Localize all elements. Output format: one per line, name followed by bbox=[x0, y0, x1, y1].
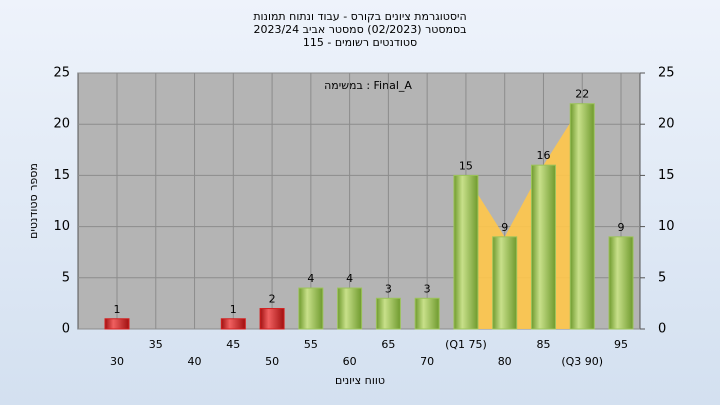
chart-title: היסטוגרמת ציונים בקורס - עבוד ונתוח תמונ… bbox=[253, 10, 466, 23]
bar bbox=[530, 164, 556, 330]
x-tick-label: 50 bbox=[265, 355, 279, 368]
bar bbox=[259, 308, 285, 330]
bar bbox=[492, 236, 518, 330]
y-tick-label: 25 bbox=[53, 66, 70, 81]
annotation: במשימה : Final_A bbox=[324, 79, 412, 92]
chart-subtitle: בסמסטר (02/2023) סמסטר אביב 2023/24 bbox=[253, 23, 466, 36]
x-tick-label: 45 bbox=[226, 338, 240, 351]
chart-subtitle: סטודנטים רשומים - 115 bbox=[303, 36, 417, 49]
value-label: 3 bbox=[424, 282, 431, 295]
x-tick-label: (Q3 90) bbox=[561, 355, 603, 368]
value-label: 1 bbox=[230, 303, 237, 316]
y-tick-label: 20 bbox=[53, 117, 70, 132]
y2-tick-label: 0 bbox=[658, 322, 666, 337]
bar bbox=[104, 318, 130, 330]
value-label: 4 bbox=[307, 272, 314, 285]
bar bbox=[337, 287, 363, 330]
bar bbox=[453, 174, 479, 330]
value-label: 16 bbox=[536, 149, 550, 162]
x-tick-label: 30 bbox=[110, 355, 124, 368]
value-label: 15 bbox=[459, 159, 473, 172]
y2-tick-label: 20 bbox=[658, 117, 675, 132]
value-label: 22 bbox=[575, 88, 589, 101]
bar bbox=[298, 287, 324, 330]
x-tick-label: 60 bbox=[343, 355, 357, 368]
x-tick-label: 80 bbox=[498, 355, 512, 368]
x-tick-label: (Q1 75) bbox=[445, 338, 487, 351]
y2-tick-label: 5 bbox=[658, 270, 666, 285]
x-tick-label: 55 bbox=[304, 338, 318, 351]
value-label: 9 bbox=[618, 221, 625, 234]
x-tick-label: 35 bbox=[149, 338, 163, 351]
bar bbox=[414, 297, 440, 330]
y-tick-label: 15 bbox=[53, 168, 70, 183]
y2-tick-label: 10 bbox=[658, 219, 675, 234]
x-tick-label: 65 bbox=[381, 338, 395, 351]
value-label: 3 bbox=[385, 282, 392, 295]
y2-tick-label: 15 bbox=[658, 168, 675, 183]
bar bbox=[569, 103, 595, 330]
value-label: 2 bbox=[269, 293, 276, 306]
x-axis-label: טווח ציונים bbox=[335, 374, 385, 387]
x-tick-label: 95 bbox=[614, 338, 628, 351]
bar bbox=[220, 318, 246, 330]
x-tick-label: 85 bbox=[536, 338, 550, 351]
y2-tick-label: 25 bbox=[658, 66, 675, 81]
y-tick-label: 10 bbox=[53, 219, 70, 234]
bar bbox=[608, 236, 634, 330]
value-label: 9 bbox=[501, 221, 508, 234]
value-label: 1 bbox=[114, 303, 121, 316]
y-axis-label: מספר סטודנטים bbox=[27, 163, 40, 239]
y-tick-label: 5 bbox=[62, 270, 70, 285]
y-tick-label: 0 bbox=[62, 322, 70, 337]
x-tick-label: 40 bbox=[188, 355, 202, 368]
x-tick-label: 70 bbox=[420, 355, 434, 368]
bar bbox=[375, 297, 401, 330]
value-label: 4 bbox=[346, 272, 353, 285]
